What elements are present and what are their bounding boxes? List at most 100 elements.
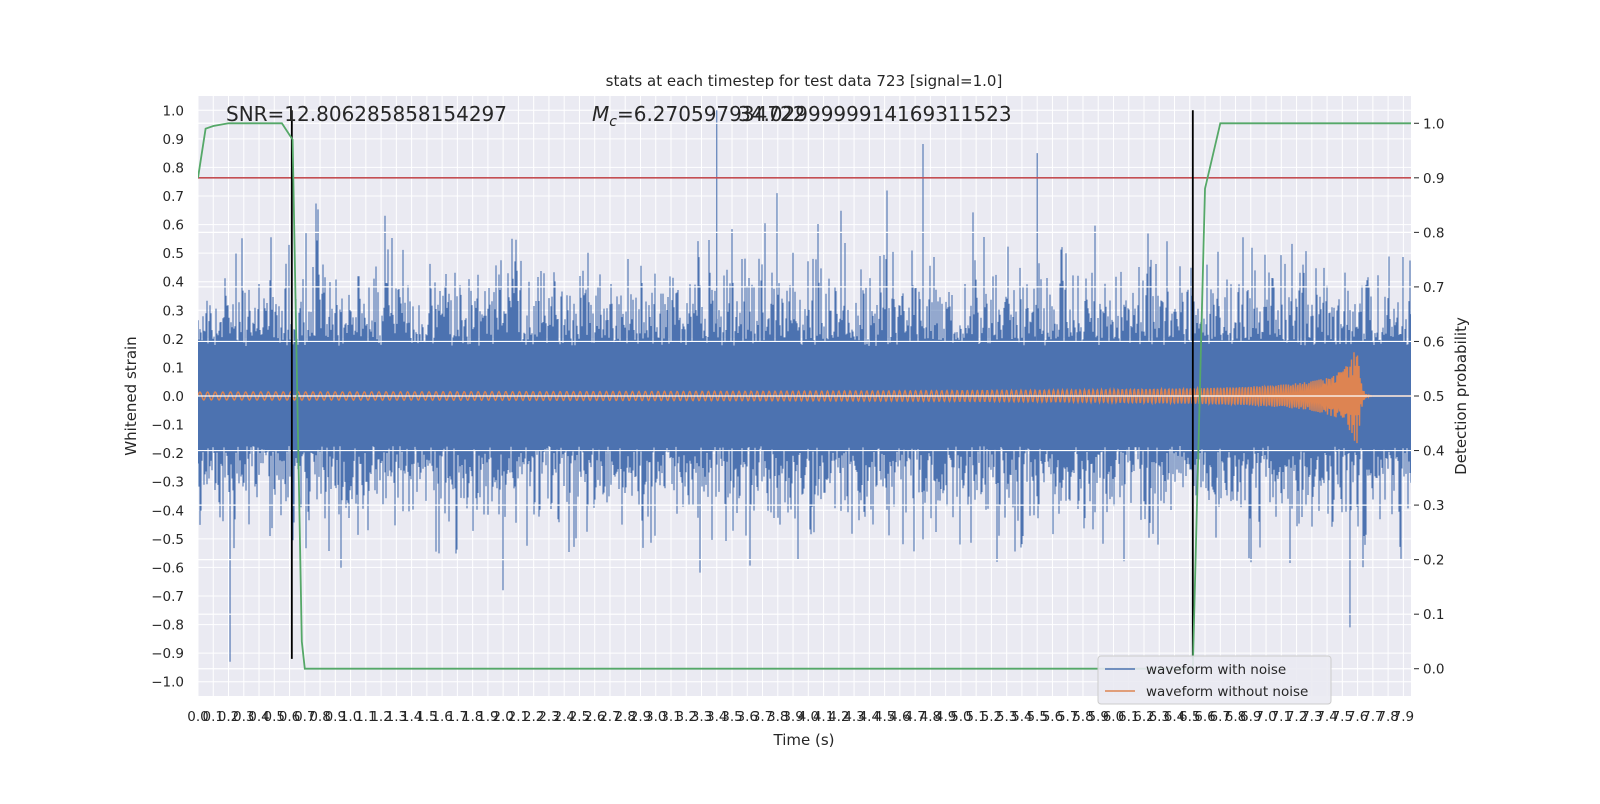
y-tick-label-right: 0.3 bbox=[1423, 498, 1444, 514]
x-tick-label: 2.7 bbox=[599, 709, 620, 725]
x-tick-label: 1.0 bbox=[340, 709, 361, 725]
x-tick-label: 5.1 bbox=[965, 709, 986, 725]
clean-waveform-series bbox=[198, 352, 1411, 444]
overlay-lines bbox=[198, 110, 1411, 670]
x-tick-label: 6.6 bbox=[1194, 709, 1215, 725]
x-tick-label: 6.5 bbox=[1179, 709, 1200, 725]
x-axis-label: Time (s) bbox=[773, 731, 835, 749]
x-tick-label: 3.6 bbox=[737, 709, 758, 725]
x-tick-label: 1.1 bbox=[355, 709, 376, 725]
x-tick-label: 1.7 bbox=[447, 709, 468, 725]
x-tick-label: 2.0 bbox=[492, 709, 513, 725]
x-tick-label: 0.9 bbox=[325, 709, 346, 725]
x-tick-label: 6.4 bbox=[1164, 709, 1185, 725]
x-tick-label: 2.8 bbox=[614, 709, 635, 725]
mc-value: =6.270597934722 bbox=[617, 102, 806, 126]
y-axis-label-right: Detection probability bbox=[1452, 317, 1470, 475]
y-tick-label-left: −0.3 bbox=[151, 475, 184, 491]
y-tick-label-left: −0.9 bbox=[151, 646, 184, 662]
y-tick-label-left: 1.0 bbox=[163, 103, 184, 119]
x-tick-label: 0.2 bbox=[218, 709, 239, 725]
x-tick-label: 7.5 bbox=[1332, 709, 1353, 725]
x-tick-label: 7.9 bbox=[1393, 709, 1414, 725]
x-tick-label: 1.8 bbox=[462, 709, 483, 725]
x-tick-label: 3.7 bbox=[752, 709, 773, 725]
x-tick-label: 1.9 bbox=[477, 709, 498, 725]
y-tick-label-left: 0.5 bbox=[163, 246, 184, 262]
y-tick-label-left: 0.0 bbox=[163, 389, 184, 405]
x-tick-label: 2.1 bbox=[508, 709, 529, 725]
y-tick-label-left: 0.3 bbox=[163, 303, 184, 319]
x-tick-label: 3.2 bbox=[676, 709, 697, 725]
x-tick-label: 6.0 bbox=[1103, 709, 1124, 725]
x-tick-label: 0.3 bbox=[233, 709, 254, 725]
plot-content bbox=[198, 110, 1411, 670]
x-tick-label: 2.5 bbox=[569, 709, 590, 725]
x-tick-label: 4.0 bbox=[798, 709, 819, 725]
x-tick-label: 1.4 bbox=[401, 709, 422, 725]
y-tick-label-left: −0.4 bbox=[151, 503, 184, 519]
x-tick-label: 7.1 bbox=[1271, 709, 1292, 725]
mc-annotation: Mc=6.270597934722 bbox=[592, 102, 806, 130]
x-tick-label: 3.5 bbox=[721, 709, 742, 725]
chart-title: stats at each timestep for test data 723… bbox=[606, 72, 1003, 90]
x-tick-label: 0.1 bbox=[203, 709, 224, 725]
y-tick-label-right: 0.2 bbox=[1423, 553, 1444, 569]
x-tick-label: 5.3 bbox=[996, 709, 1017, 725]
y-tick-label-left: −0.7 bbox=[151, 589, 184, 605]
legend-label-clean: waveform without noise bbox=[1146, 684, 1308, 700]
x-tick-label: 1.2 bbox=[370, 709, 391, 725]
x-tick-label: 4.7 bbox=[904, 709, 925, 725]
x-tick-label: 4.4 bbox=[859, 709, 880, 725]
x-tick-label: 3.8 bbox=[767, 709, 788, 725]
x-tick-label: 0.5 bbox=[264, 709, 285, 725]
x-tick-label: 5.8 bbox=[1072, 709, 1093, 725]
x-tick-label: 2.2 bbox=[523, 709, 544, 725]
x-tick-label: 6.3 bbox=[1149, 709, 1170, 725]
x-tick-label: 2.6 bbox=[584, 709, 605, 725]
x-tick-label: 3.9 bbox=[782, 709, 803, 725]
mc-symbol: M bbox=[592, 102, 609, 126]
axes: 0.00.10.20.30.40.50.60.70.80.91.01.11.21… bbox=[151, 103, 1444, 725]
y-tick-label-left: 0.2 bbox=[163, 332, 184, 348]
y-tick-label-left: −0.1 bbox=[151, 418, 184, 434]
overlap-annotation: 34.0299999914169311523 bbox=[738, 102, 1012, 126]
y-tick-label-right: 0.6 bbox=[1423, 334, 1444, 350]
y-tick-label-left: −0.6 bbox=[151, 560, 184, 576]
clean-waveform bbox=[198, 352, 1411, 444]
x-tick-label: 0.8 bbox=[309, 709, 330, 725]
y-tick-label-right: 0.1 bbox=[1423, 607, 1444, 623]
x-tick-label: 5.7 bbox=[1057, 709, 1078, 725]
x-tick-label: 1.6 bbox=[431, 709, 452, 725]
x-tick-label: 6.9 bbox=[1240, 709, 1261, 725]
x-tick-label: 6.2 bbox=[1133, 709, 1154, 725]
x-tick-label: 6.7 bbox=[1210, 709, 1231, 725]
x-tick-label: 4.2 bbox=[828, 709, 849, 725]
y-tick-label-left: −0.5 bbox=[151, 532, 184, 548]
y-tick-label-left: 0.1 bbox=[163, 360, 184, 376]
y-tick-label-right: 0.7 bbox=[1423, 280, 1444, 296]
x-tick-label: 3.3 bbox=[691, 709, 712, 725]
x-tick-label: 4.6 bbox=[889, 709, 910, 725]
y-tick-label-left: 0.6 bbox=[163, 218, 184, 234]
y-tick-label-left: −0.8 bbox=[151, 618, 184, 634]
x-tick-label: 2.4 bbox=[553, 709, 574, 725]
x-tick-label: 1.5 bbox=[416, 709, 437, 725]
x-tick-label: 5.0 bbox=[950, 709, 971, 725]
x-tick-label: 4.5 bbox=[874, 709, 895, 725]
x-tick-label: 0.6 bbox=[279, 709, 300, 725]
x-tick-label: 0.4 bbox=[248, 709, 269, 725]
x-tick-label: 2.3 bbox=[538, 709, 559, 725]
x-tick-label: 7.4 bbox=[1316, 709, 1337, 725]
x-tick-label: 5.9 bbox=[1087, 709, 1108, 725]
y-tick-label-left: 0.7 bbox=[163, 189, 184, 205]
x-tick-label: 3.4 bbox=[706, 709, 727, 725]
legend-box bbox=[1097, 655, 1332, 705]
y-tick-label-left: 0.9 bbox=[163, 132, 184, 148]
x-tick-label: 7.0 bbox=[1255, 709, 1276, 725]
x-tick-label: 5.6 bbox=[1042, 709, 1063, 725]
x-tick-label: 4.1 bbox=[813, 709, 834, 725]
y-tick-label-left: −1.0 bbox=[151, 675, 184, 691]
y-tick-label-right: 0.9 bbox=[1423, 171, 1444, 187]
x-tick-label: 2.9 bbox=[630, 709, 651, 725]
